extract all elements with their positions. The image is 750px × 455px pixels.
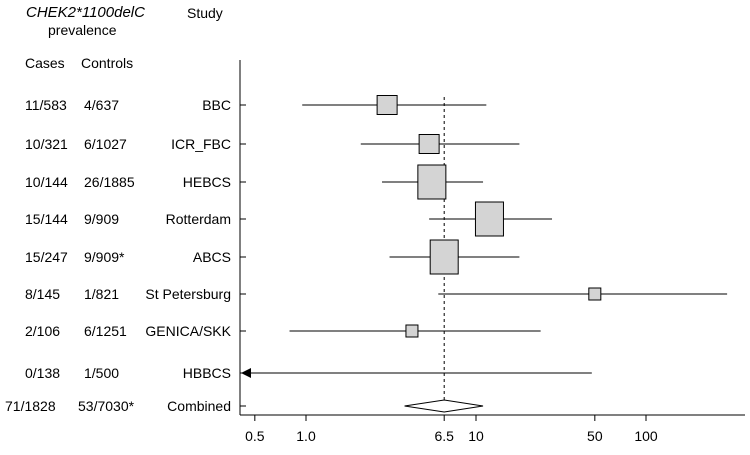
combined-name: Combined bbox=[167, 398, 231, 414]
study-name: HBBCS bbox=[182, 365, 231, 381]
controls-header: Controls bbox=[81, 55, 134, 71]
x-tick-label: 10 bbox=[468, 428, 484, 444]
controls-value: 26/1885 bbox=[84, 174, 135, 190]
point-estimate-box bbox=[376, 95, 398, 115]
x-tick-label: 0.5 bbox=[245, 428, 265, 444]
cases-value: 15/144 bbox=[25, 211, 68, 227]
point-estimate-box bbox=[417, 164, 447, 200]
combined-cases: 71/1828 bbox=[5, 398, 56, 414]
controls-value: 6/1251 bbox=[84, 323, 127, 339]
cases-value: 10/144 bbox=[25, 174, 68, 190]
study-name: HEBCS bbox=[182, 174, 231, 190]
ci-arrow bbox=[241, 368, 251, 378]
prevalence-label: prevalence bbox=[48, 22, 117, 38]
gene-label: CHEK2*1100delC bbox=[26, 4, 145, 21]
point-estimate-box bbox=[418, 134, 440, 154]
controls-value: 4/637 bbox=[84, 97, 120, 113]
controls-value: 1/821 bbox=[84, 286, 120, 302]
study-name: BBC bbox=[202, 97, 231, 113]
controls-value: 6/1027 bbox=[84, 136, 127, 152]
controls-value: 9/909 bbox=[84, 211, 120, 227]
cases-header: Cases bbox=[25, 55, 65, 71]
point-estimate-box bbox=[474, 201, 504, 237]
study-name: Rotterdam bbox=[165, 211, 231, 227]
cases-value: 2/106 bbox=[25, 323, 61, 339]
study-name: ABCS bbox=[192, 249, 231, 265]
cases-value: 0/138 bbox=[25, 365, 61, 381]
cases-value: 8/145 bbox=[25, 286, 61, 302]
study-name: St Petersburg bbox=[145, 286, 231, 302]
x-tick-label: 50 bbox=[587, 428, 603, 444]
cases-value: 11/583 bbox=[25, 97, 67, 113]
cases-value: 15/247 bbox=[25, 249, 68, 265]
point-estimate-box bbox=[429, 239, 459, 275]
point-estimate-box bbox=[588, 287, 602, 301]
x-tick-label: 100 bbox=[634, 428, 658, 444]
combined-controls: 53/7030* bbox=[78, 398, 135, 414]
cases-value: 10/321 bbox=[25, 136, 68, 152]
controls-value: 9/909* bbox=[84, 249, 125, 265]
point-estimate-box bbox=[405, 324, 419, 338]
combined-diamond bbox=[404, 399, 484, 413]
study-name: ICR_FBC bbox=[171, 136, 231, 152]
x-tick-label: 1.0 bbox=[296, 428, 316, 444]
study-name: GENICA/SKK bbox=[145, 323, 231, 339]
x-tick-label: 6.5 bbox=[434, 428, 454, 444]
controls-value: 1/500 bbox=[84, 365, 120, 381]
study-header: Study bbox=[187, 5, 223, 21]
